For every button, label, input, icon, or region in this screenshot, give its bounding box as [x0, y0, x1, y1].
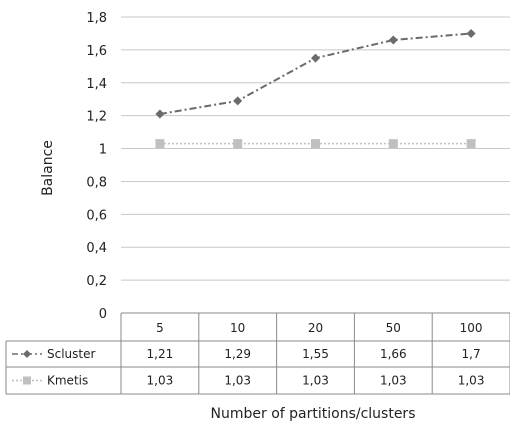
x-tick-label: 20 [308, 321, 323, 335]
data-table: 5 10 20 50 100 Scluster 1,21 1,29 1,55 1,66 1,7 Kme… [5, 312, 510, 395]
series-line [159, 32, 472, 116]
y-tick-label: 0,8 [86, 175, 107, 190]
data-point [466, 139, 476, 149]
x-axis-label: Number of partitions/clusters [211, 406, 416, 422]
legend-marker [23, 376, 31, 385]
data-label: 1,03 [147, 374, 174, 388]
data-point [155, 109, 165, 119]
y-tick-label: 1,2 [86, 110, 107, 125]
x-tick-label: 5 [156, 321, 164, 335]
x-tick-label: 100 [460, 321, 483, 335]
data-label: 1,66 [380, 347, 407, 361]
data-label: 1,29 [224, 347, 251, 361]
y-tick-label: 1 [99, 143, 107, 158]
y-tick-label: 0 [99, 307, 107, 322]
series-layer [155, 28, 476, 149]
data-label: 1,21 [147, 347, 174, 361]
data-label: 1,03 [380, 374, 407, 388]
x-tick-label: 10 [230, 321, 245, 335]
series-name: Kmetis [47, 374, 88, 388]
data-point [388, 139, 398, 149]
data-point [311, 53, 320, 63]
x-tick-label: 50 [386, 321, 401, 335]
y-tick-label: 0,4 [86, 241, 107, 256]
data-point [233, 96, 243, 106]
y-axis-label: Balance [40, 140, 56, 196]
data-point [311, 139, 320, 149]
data-label: 1,7 [462, 347, 481, 361]
series-name: Scluster [47, 347, 95, 361]
data-point [466, 28, 476, 38]
legend-marker [23, 350, 31, 358]
data-point [388, 35, 398, 45]
y-tick-label: 0,6 [86, 208, 107, 223]
data-point [155, 139, 165, 149]
y-tick-label: 1,6 [86, 44, 107, 59]
y-tick-labels: 0 0,2 0,4 0,6 0,8 1 1,2 1,4 1,6 1,8 [86, 11, 107, 322]
y-tick-label: 1,8 [86, 11, 107, 26]
y-tick-label: 0,2 [86, 274, 107, 289]
data-label: 1,55 [302, 347, 329, 361]
data-label: 1,03 [302, 374, 329, 388]
data-label: 1,03 [224, 374, 251, 388]
data-point [233, 139, 243, 149]
y-tick-label: 1,4 [86, 77, 107, 92]
data-label: 1,03 [458, 374, 485, 388]
gridlines [121, 16, 510, 314]
